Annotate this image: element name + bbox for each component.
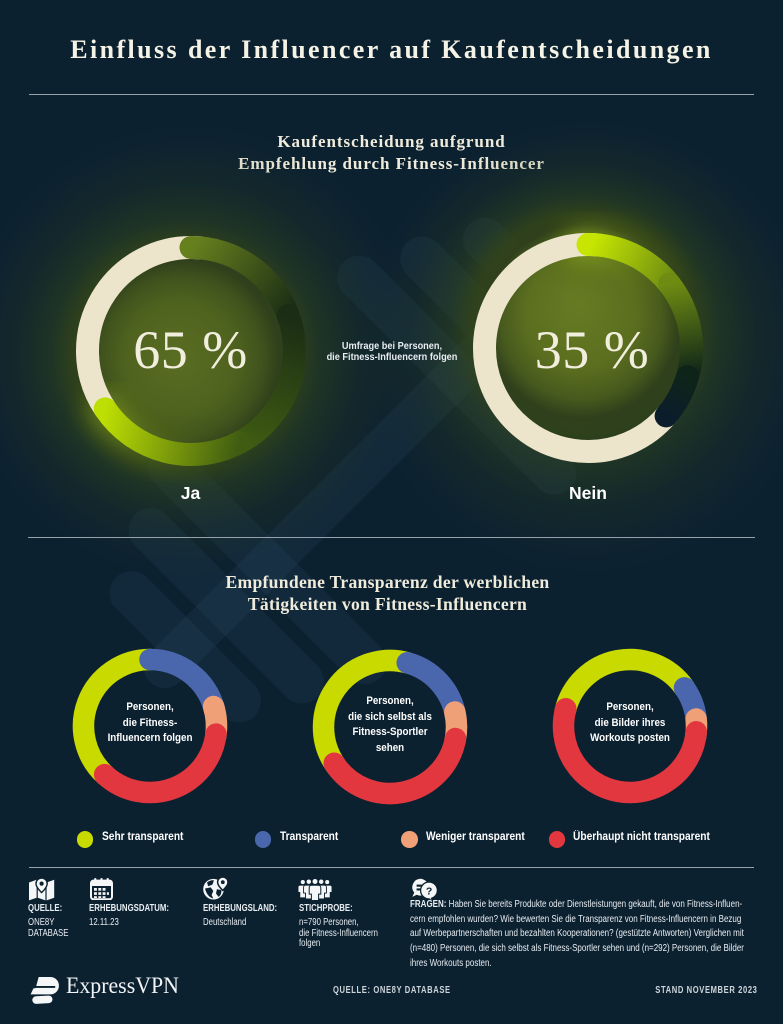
svg-text:?: ? bbox=[426, 885, 432, 897]
